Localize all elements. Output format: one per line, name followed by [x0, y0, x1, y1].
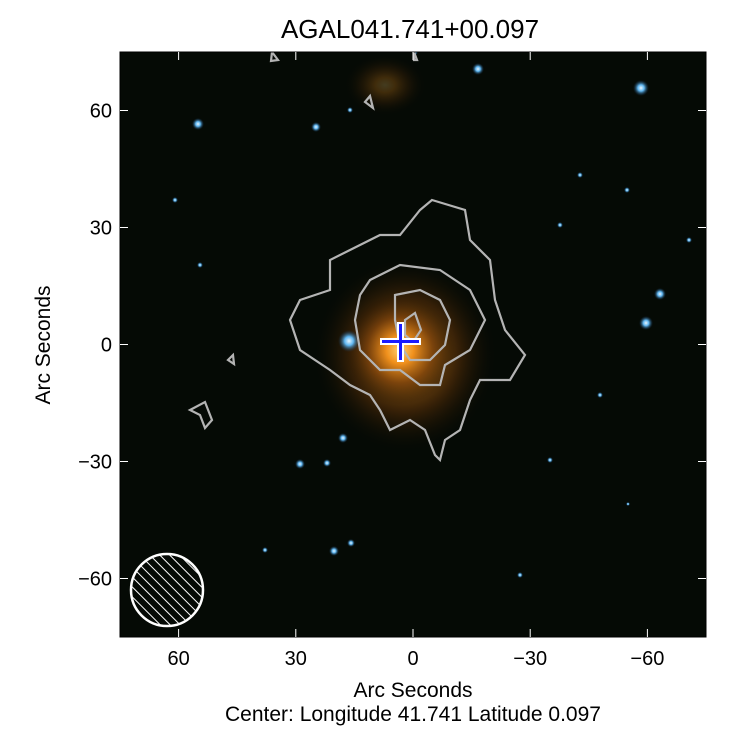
star — [347, 539, 355, 547]
star — [172, 197, 178, 203]
cross-marker — [380, 322, 421, 362]
chart-title: AGAL041.741+00.097 — [281, 14, 539, 44]
star — [686, 237, 692, 243]
contour-line — [288, 198, 527, 463]
contour-line — [363, 93, 375, 111]
contour-line — [403, 311, 423, 344]
y-tick-label: −60 — [78, 569, 112, 591]
star — [654, 288, 666, 300]
contours — [187, 52, 527, 463]
y-tick-label: 60 — [90, 101, 112, 123]
star — [517, 572, 523, 578]
y-tick-label: 30 — [90, 218, 112, 240]
star — [639, 316, 653, 330]
contour-line — [226, 352, 236, 367]
star — [329, 546, 339, 556]
star — [626, 502, 630, 506]
x-axis-label: Arc Seconds — [353, 679, 472, 702]
star — [472, 63, 484, 75]
star — [547, 457, 553, 463]
faint-emission — [345, 55, 425, 115]
star — [633, 80, 649, 96]
star — [338, 433, 348, 443]
star — [624, 187, 630, 193]
axis-ticks: 60 30 0 −30 −60 60 30 0 −30 −60 — [78, 52, 706, 670]
star — [262, 547, 268, 553]
star — [338, 330, 360, 352]
y-tick-label: −30 — [78, 452, 112, 474]
y-tick-label: 0 — [101, 335, 112, 357]
x-tick-label: 0 — [407, 648, 418, 670]
star — [192, 118, 204, 130]
contour-line — [353, 263, 487, 387]
star — [311, 122, 321, 132]
star — [347, 107, 353, 113]
y-axis-label: Arc Seconds — [32, 285, 55, 404]
x-tick-label: −30 — [513, 648, 547, 670]
stars — [172, 52, 692, 578]
center-caption: Center: Longitude 41.741 Latitude 0.097 — [225, 703, 601, 726]
star — [577, 172, 583, 178]
contour-line — [269, 52, 280, 63]
beam-circle — [129, 552, 205, 628]
star — [295, 459, 305, 469]
x-tick-label: 30 — [285, 648, 307, 670]
star — [597, 392, 603, 398]
star — [323, 459, 331, 467]
star — [197, 262, 203, 268]
contour-line — [187, 400, 214, 431]
x-tick-label: 60 — [167, 648, 189, 670]
star — [557, 222, 563, 228]
contour-line — [412, 52, 419, 62]
x-tick-label: −60 — [630, 648, 664, 670]
